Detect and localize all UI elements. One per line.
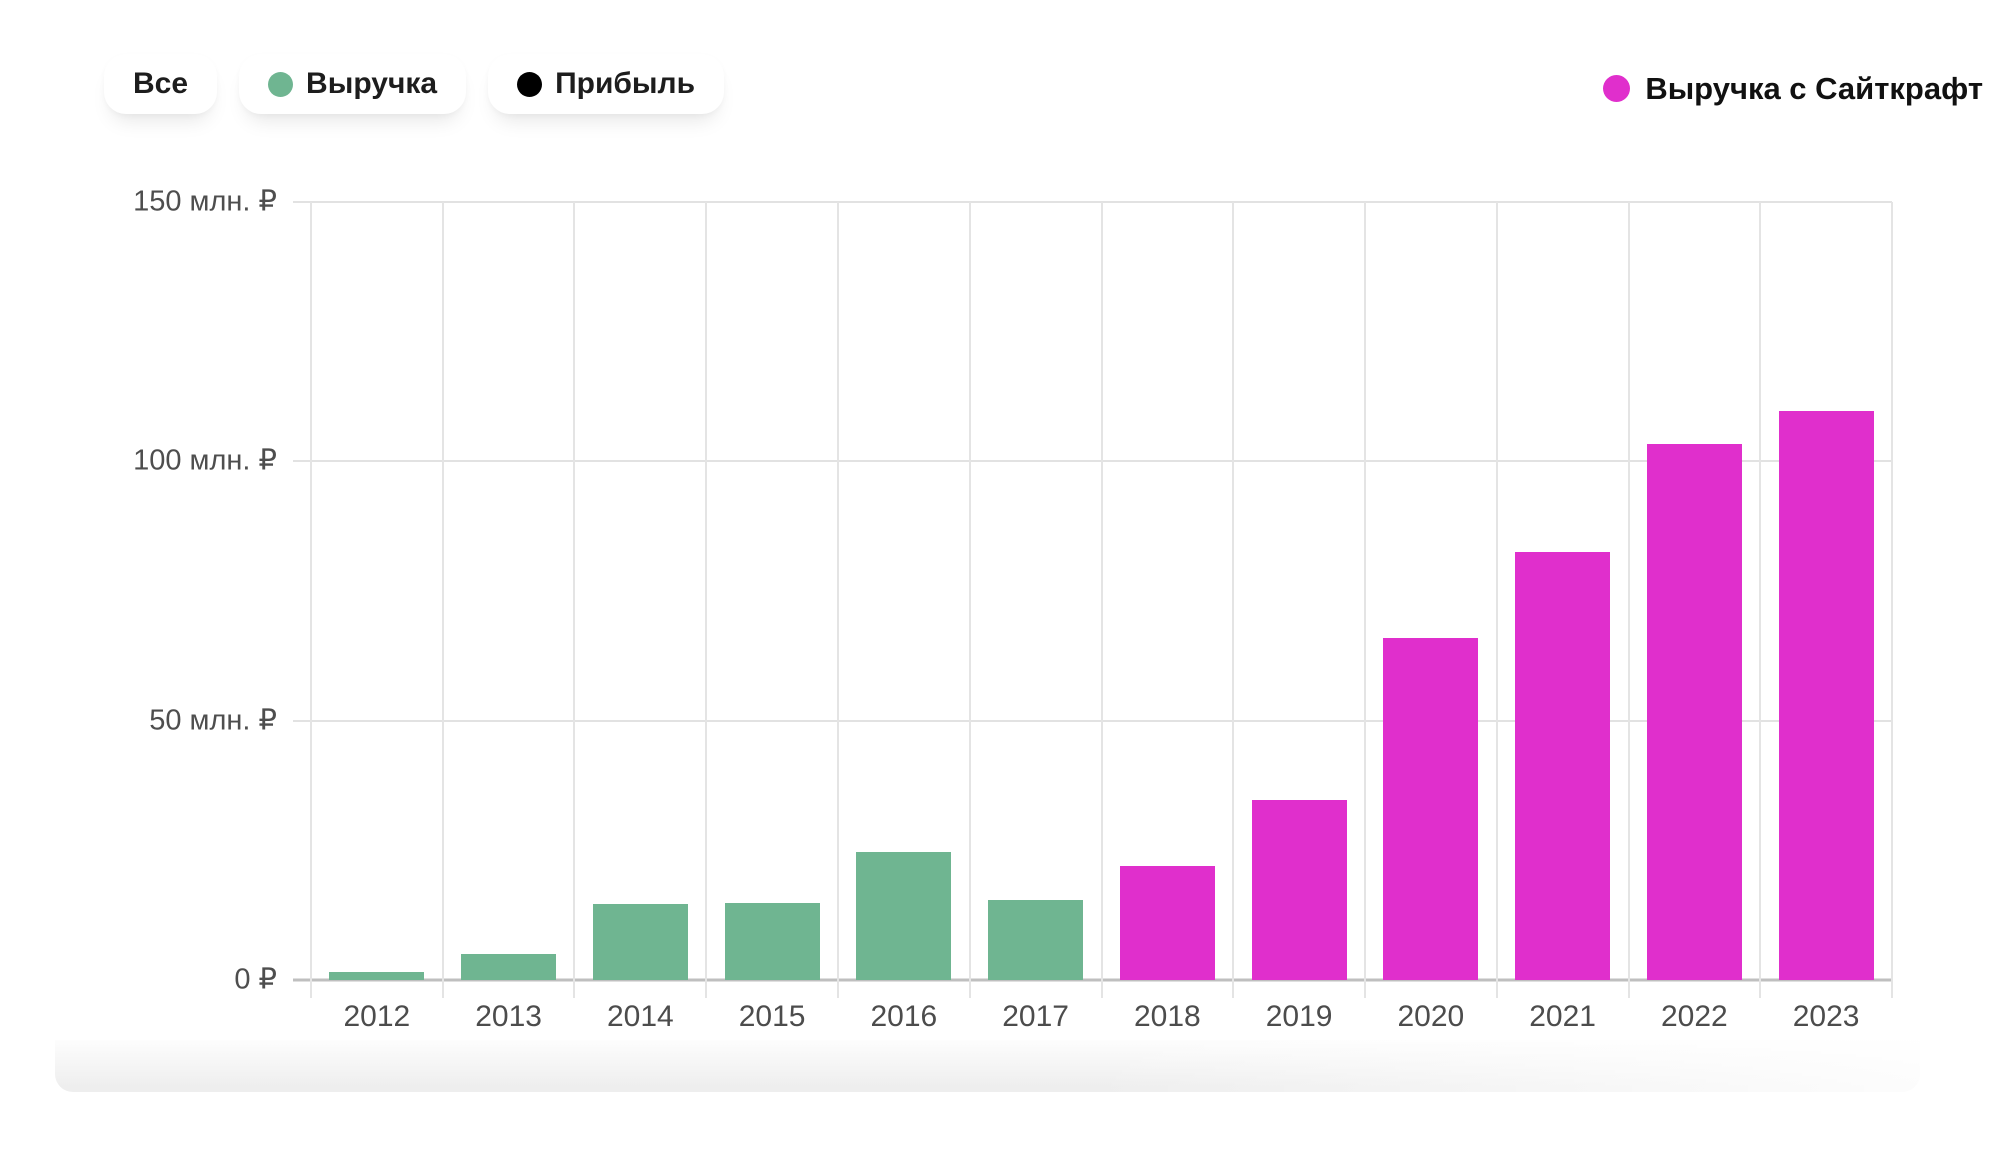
bar-2017[interactable] — [988, 900, 1084, 980]
profit-dot-icon — [517, 71, 543, 97]
gridline-horizontal — [293, 201, 1892, 203]
y-axis-tick-label: 0 ₽ — [234, 963, 277, 996]
gridline-vertical — [1759, 202, 1762, 998]
gridline-vertical — [968, 202, 971, 998]
gridline-vertical — [1495, 202, 1498, 998]
x-axis-tick-label: 2017 — [1002, 1000, 1069, 1033]
bar-2015[interactable] — [724, 902, 820, 980]
x-axis-tick-label: 2018 — [1134, 1000, 1201, 1033]
x-axis-tick-label: 2022 — [1661, 1000, 1728, 1033]
filter-button-revenue[interactable]: Выручка — [239, 54, 467, 114]
bar-2013[interactable] — [461, 954, 557, 980]
x-axis-tick-label: 2014 — [607, 1000, 674, 1033]
gridline-vertical — [836, 202, 839, 998]
bar-2019[interactable] — [1251, 800, 1347, 980]
x-axis-tick-label: 2015 — [738, 1000, 806, 1033]
legend: Выручка с Сайткрафт — [1603, 73, 1983, 104]
bar-2021[interactable] — [1515, 551, 1611, 980]
filter-button-all[interactable]: Все — [104, 54, 218, 114]
legend-dot-icon — [1603, 75, 1631, 102]
revenue-dot-icon — [268, 71, 294, 97]
gridline-vertical — [705, 202, 708, 998]
gridline-vertical — [1891, 202, 1893, 998]
bar-2012[interactable] — [329, 972, 425, 980]
gridline-vertical — [1363, 202, 1366, 998]
y-axis-tick-label: 50 млн. ₽ — [149, 704, 277, 737]
x-axis-tick-label: 2019 — [1265, 1000, 1333, 1033]
gridline-vertical — [573, 202, 576, 998]
y-axis-tick-label: 150 млн. ₽ — [133, 185, 277, 218]
bar-2020[interactable] — [1383, 637, 1479, 980]
series-filter-group: Все Выручка Прибыль — [104, 54, 725, 114]
x-axis-tick-label: 2013 — [475, 1000, 542, 1033]
x-axis-tick-label: 2023 — [1792, 1000, 1860, 1033]
gridline-horizontal — [293, 978, 1892, 982]
y-axis-tick-label: 100 млн. ₽ — [133, 444, 277, 477]
gridline-vertical — [310, 202, 312, 998]
plot-area: 0 ₽ 50 млн. ₽ 100 млн. ₽ 150 млн. ₽ 2012 2013… — [133, 187, 1893, 1032]
card-bottom-shadow — [55, 1040, 1920, 1092]
x-axis-tick-label: 2021 — [1529, 1000, 1596, 1033]
filter-button-profit[interactable]: Прибыль — [488, 54, 725, 114]
bar-2016[interactable] — [856, 851, 952, 980]
filter-revenue-label: Выручка — [306, 67, 438, 100]
legend-label: Выручка с Сайткрафт — [1645, 71, 1983, 106]
gridline-horizontal — [293, 719, 1892, 722]
bar-2018[interactable] — [1119, 865, 1215, 980]
x-axis-tick-label: 2016 — [870, 1000, 938, 1033]
bar-2022[interactable] — [1646, 444, 1742, 980]
gridline-vertical — [441, 202, 444, 998]
gridline-vertical — [1232, 202, 1235, 998]
bar-2014[interactable] — [592, 903, 688, 980]
gridline-vertical — [1627, 202, 1630, 998]
gridline-vertical — [1100, 202, 1103, 998]
gridline-horizontal — [293, 460, 1892, 463]
filter-profit-label: Прибыль — [555, 67, 696, 100]
bar-2023[interactable] — [1778, 411, 1874, 980]
x-axis-tick-label: 2012 — [343, 1000, 411, 1033]
x-axis-tick-label: 2020 — [1397, 1000, 1465, 1033]
filter-all-label: Все — [133, 67, 189, 100]
